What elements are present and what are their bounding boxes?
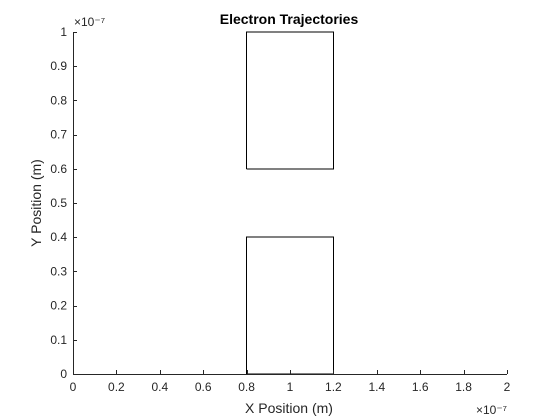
x-tick-label: 1.8	[455, 380, 472, 394]
x-tick-label: 0	[70, 380, 77, 394]
x-tick-label: 1.2	[325, 380, 342, 394]
x-axis-exponent-label: ×10⁻⁷	[476, 403, 507, 417]
trajectory-boundary-line-2	[246, 31, 334, 170]
y-tick-label: 1	[60, 25, 67, 39]
chart-title: Electron Trajectories	[220, 11, 359, 27]
y-tick-label: 0	[60, 367, 67, 381]
x-axis: 0 0.2 0.4 0.6 0.8 1 1.2 1.4 1.6 1.8 2	[70, 370, 511, 394]
y-tick-label: 0.5	[50, 196, 67, 210]
y-tick-label: 0.6	[50, 162, 67, 176]
x-tick-label: 0.6	[195, 380, 212, 394]
x-tick-label: 1.6	[412, 380, 429, 394]
plot-area	[246, 31, 334, 375]
y-tick-label: 0.4	[50, 230, 67, 244]
x-tick-label: 0.4	[151, 380, 168, 394]
y-tick-label: 0.8	[50, 93, 67, 107]
y-axis: 0 0.1 0.2 0.3 0.4 0.5 0.6 0.7 0.8 0.9 1	[50, 25, 77, 381]
y-axis-exponent-label: ×10⁻⁷	[74, 15, 105, 29]
x-tick-label: 1	[287, 380, 294, 394]
y-axis-label: Y Position (m)	[28, 159, 44, 247]
x-tick-label: 1.4	[368, 380, 385, 394]
x-tick-label: 2	[504, 380, 511, 394]
y-tick-label: 0.3	[50, 264, 67, 278]
y-tick-label: 0.2	[50, 299, 67, 313]
x-tick-label: 0.2	[108, 380, 125, 394]
x-tick-label: 0.8	[238, 380, 255, 394]
x-axis-label: X Position (m)	[245, 400, 333, 416]
y-tick-label: 0.9	[50, 59, 67, 73]
trajectory-boundary-line-1	[246, 236, 334, 375]
y-tick-label: 0.1	[50, 333, 67, 347]
y-tick-label: 0.7	[50, 128, 67, 142]
